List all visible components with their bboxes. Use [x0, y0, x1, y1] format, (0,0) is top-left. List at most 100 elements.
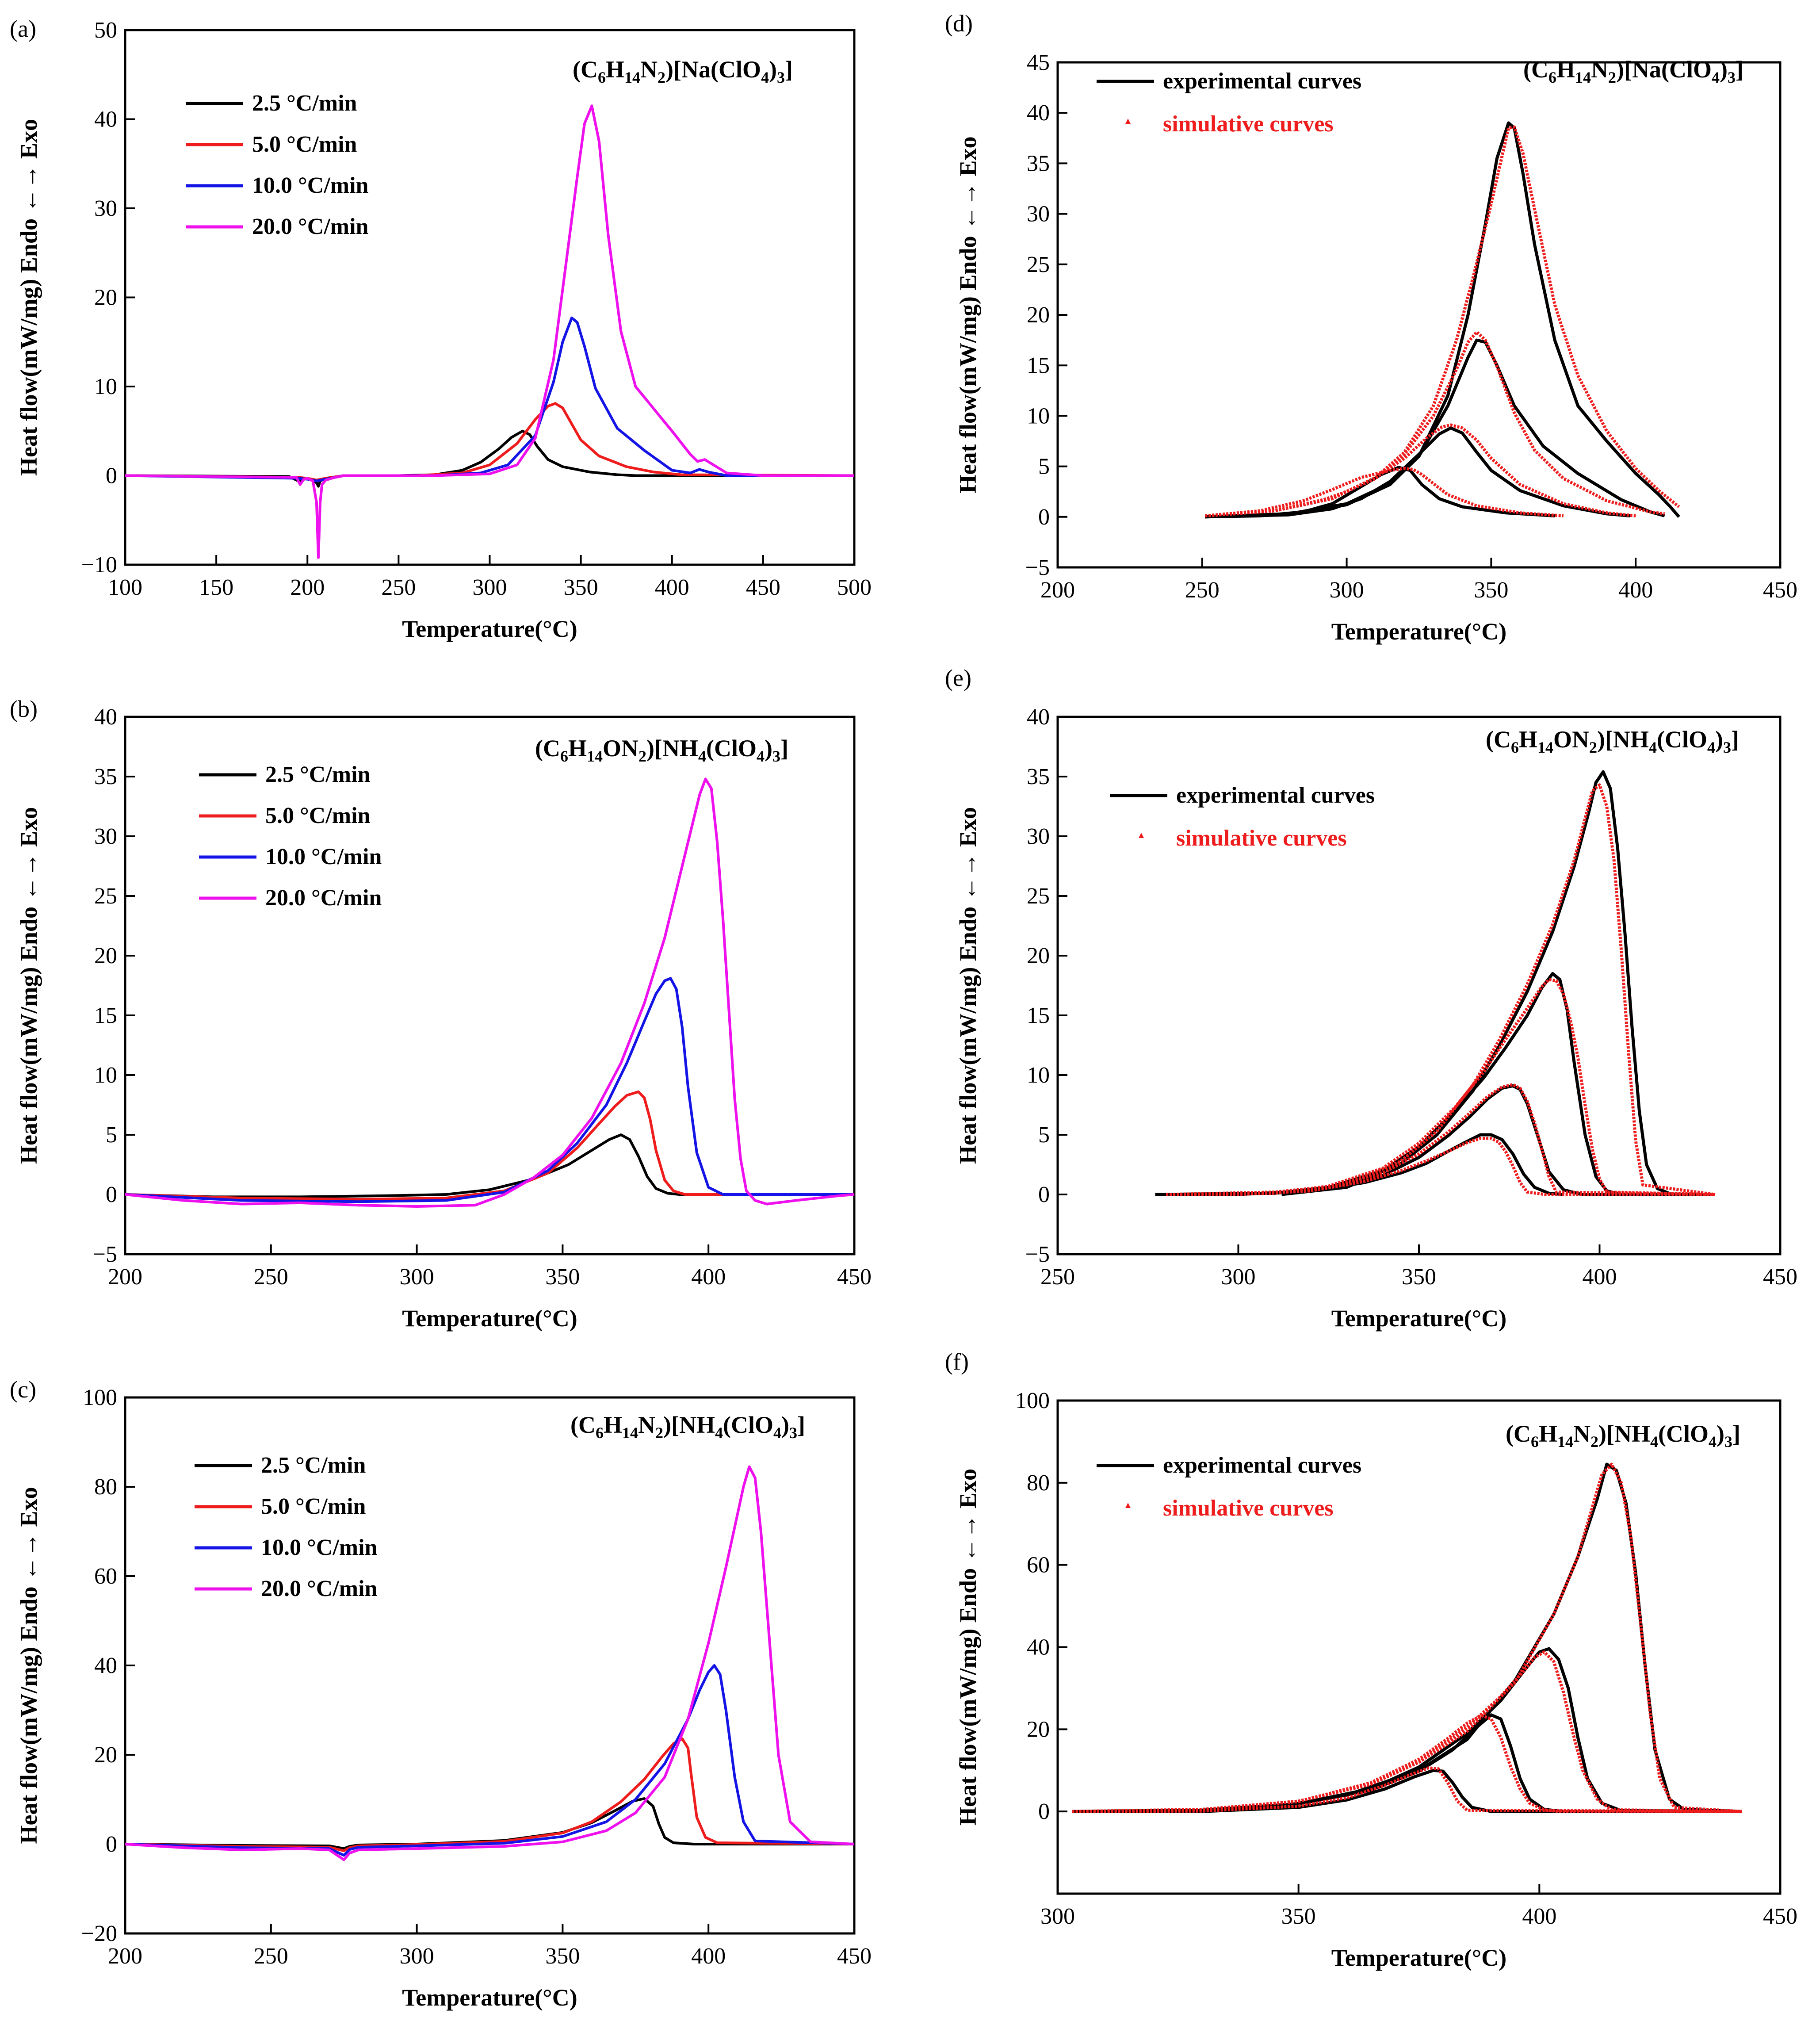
y-tick-label: 60 [1027, 1553, 1050, 1578]
formula-text: (C [1486, 726, 1511, 753]
y-axis-label: Heat flow(mW/mg) Endo ←→ Exo [955, 807, 981, 1164]
y-tick-label: 100 [83, 1385, 117, 1410]
simulative-curve-4 [1072, 1462, 1742, 1813]
chart-panel-b: 200 250 300 350 400 450 −5 0 5 10 15 20 25 30 35 40 Temp… [10, 696, 872, 1332]
series-line-3 [125, 316, 854, 482]
y-tick-label: 35 [1027, 151, 1050, 176]
x-tick-label: 450 [746, 575, 780, 600]
simulative-curve-3 [1072, 1650, 1742, 1813]
formula-text: ] [797, 1412, 805, 1438]
series-line-3 [125, 1664, 855, 1857]
formula-text: )[NH [1598, 1420, 1650, 1447]
experimental-curve-2 [1072, 1713, 1742, 1813]
experimental-curve-3 [1072, 1647, 1742, 1813]
chart-panel-a: 100 150 200 250 300 350 400 450 500−100102030405… [10, 15, 872, 642]
y-axis-label: Heat flow(mW/mg) Endo ←→ Exo [15, 119, 42, 476]
experimental-curve-4 [1205, 121, 1680, 519]
formula-text: N [638, 1412, 655, 1438]
panel-label: (e) [945, 665, 971, 691]
y-tick-label: 10 [94, 374, 117, 399]
formula-subscript: 4 [773, 1424, 781, 1442]
formula-text: ) [765, 735, 772, 762]
x-tick-label: 400 [1583, 1264, 1617, 1290]
formula-subscript: 2 [658, 69, 665, 86]
y-tick-label: 5 [106, 1122, 117, 1148]
formula-subscript: 4 [757, 747, 765, 765]
legend-marker-simulative [1125, 1503, 1131, 1508]
formula-subscript: 6 [560, 747, 568, 765]
x-tick-label: 250 [254, 1264, 288, 1290]
formula-text: (C [1506, 1420, 1531, 1447]
chart-panel-c: 200 250 300 350 400 450 −20 0 20 40 60 80 100 Tempera… [10, 1376, 872, 2011]
y-tick-label: 40 [94, 1653, 117, 1678]
x-tick-label: 350 [1402, 1264, 1436, 1290]
formula-subscript: 3 [1724, 1433, 1732, 1451]
y-tick-label: −10 [81, 552, 117, 578]
plot-frame [1056, 61, 1782, 569]
y-tick-label: 25 [1027, 252, 1050, 277]
plot-frame [124, 29, 856, 566]
formula-text: (ClO [1658, 1420, 1709, 1447]
formula-label: (C6H14ON2)[NH4(ClO4)3] [1486, 726, 1739, 756]
panel-label: (d) [945, 10, 973, 37]
legend-label: 2.5 °C/min [265, 762, 371, 787]
y-tick-label: 0 [1038, 1182, 1050, 1207]
y-tick-label: 30 [94, 196, 117, 221]
y-axis-label-endo: Heat flow(mW/mg) Endo ←→ [955, 1508, 981, 1826]
formula-text: ) [769, 56, 777, 83]
legend-label: 2.5 °C/min [261, 1453, 366, 1478]
simulative-curve-2 [1205, 423, 1636, 517]
y-axis-label-endo: Heat flow(mW/mg) Endo ←→ [955, 176, 981, 494]
y-tick-label: 30 [1027, 824, 1050, 849]
legend-label-experimental: experimental curves [1163, 69, 1361, 94]
formula-subscript: 3 [772, 747, 780, 765]
y-axis-label-exo: Exo [15, 119, 42, 159]
series-line-2 [125, 402, 855, 482]
formula-label: (C6H14N2)[NH4(ClO4)3] [1506, 1420, 1740, 1451]
x-tick-label: 300 [400, 1944, 434, 1969]
y-tick-label: 10 [1027, 1063, 1050, 1088]
formula-text: ) [1715, 726, 1723, 753]
x-tick-label: 250 [1040, 1264, 1075, 1290]
y-tick-label: 0 [1038, 1799, 1050, 1824]
series-line-1 [125, 1133, 854, 1198]
y-axis-label: Heat flow(mW/mg) Endo ←→ Exo [955, 1469, 981, 1826]
x-tick-label: 450 [1763, 1264, 1797, 1290]
formula-subscript: 3 [1723, 739, 1731, 756]
formula-subscript: 6 [1548, 69, 1556, 86]
y-tick-label: 40 [1027, 1635, 1050, 1660]
y-tick-label: 40 [1027, 100, 1050, 126]
formula-text: ] [780, 735, 788, 762]
legend-marker-simulative [1125, 119, 1131, 124]
formula-subscript: 4 [698, 747, 706, 765]
y-tick-label: 45 [1027, 50, 1050, 75]
formula-text: (ClO [1657, 726, 1707, 753]
formula-text: )[NH [1597, 726, 1649, 753]
formula-label: (C6H14ON2)[NH4(ClO4)3] [535, 735, 788, 765]
experimental-curve-4 [1281, 770, 1715, 1196]
experimental-curve-1 [1155, 1133, 1564, 1196]
formula-subscript: 2 [1590, 1433, 1598, 1451]
formula-text: N [1591, 56, 1608, 83]
legend-label: 10.0 °C/min [252, 173, 369, 198]
formula-subscript: 3 [789, 1424, 797, 1442]
y-tick-label: 0 [1038, 505, 1050, 530]
legend-label: 10.0 °C/min [265, 844, 382, 869]
plot-frame [124, 716, 856, 1255]
formula-text: (ClO [723, 1412, 773, 1438]
formula-label: (C6H14N2)[NH4(ClO4)3] [570, 1412, 805, 1442]
y-tick-label: −5 [1025, 1242, 1050, 1267]
x-tick-label: 450 [1763, 578, 1797, 603]
x-tick-label: 350 [564, 575, 598, 600]
y-axis-label: Heat flow(mW/mg) Endo ←→ Exo [955, 137, 981, 494]
x-tick-label: 450 [1763, 1904, 1797, 1929]
chart-panel-e: 250 300 350 400 450 −5 0 5 10 15 20 25 30 35 40 Tempera… [945, 665, 1797, 1332]
legend-label: 10.0 °C/min [261, 1535, 378, 1560]
y-tick-label: 35 [1027, 764, 1050, 789]
formula-subscript: 14 [622, 1424, 638, 1442]
x-tick-label: 300 [400, 1264, 434, 1290]
legend-label: 20.0 °C/min [261, 1576, 378, 1601]
legend-label: 20.0 °C/min [265, 885, 382, 911]
legend-label: 5.0 °C/min [252, 132, 357, 157]
x-tick-label: 500 [837, 575, 872, 600]
